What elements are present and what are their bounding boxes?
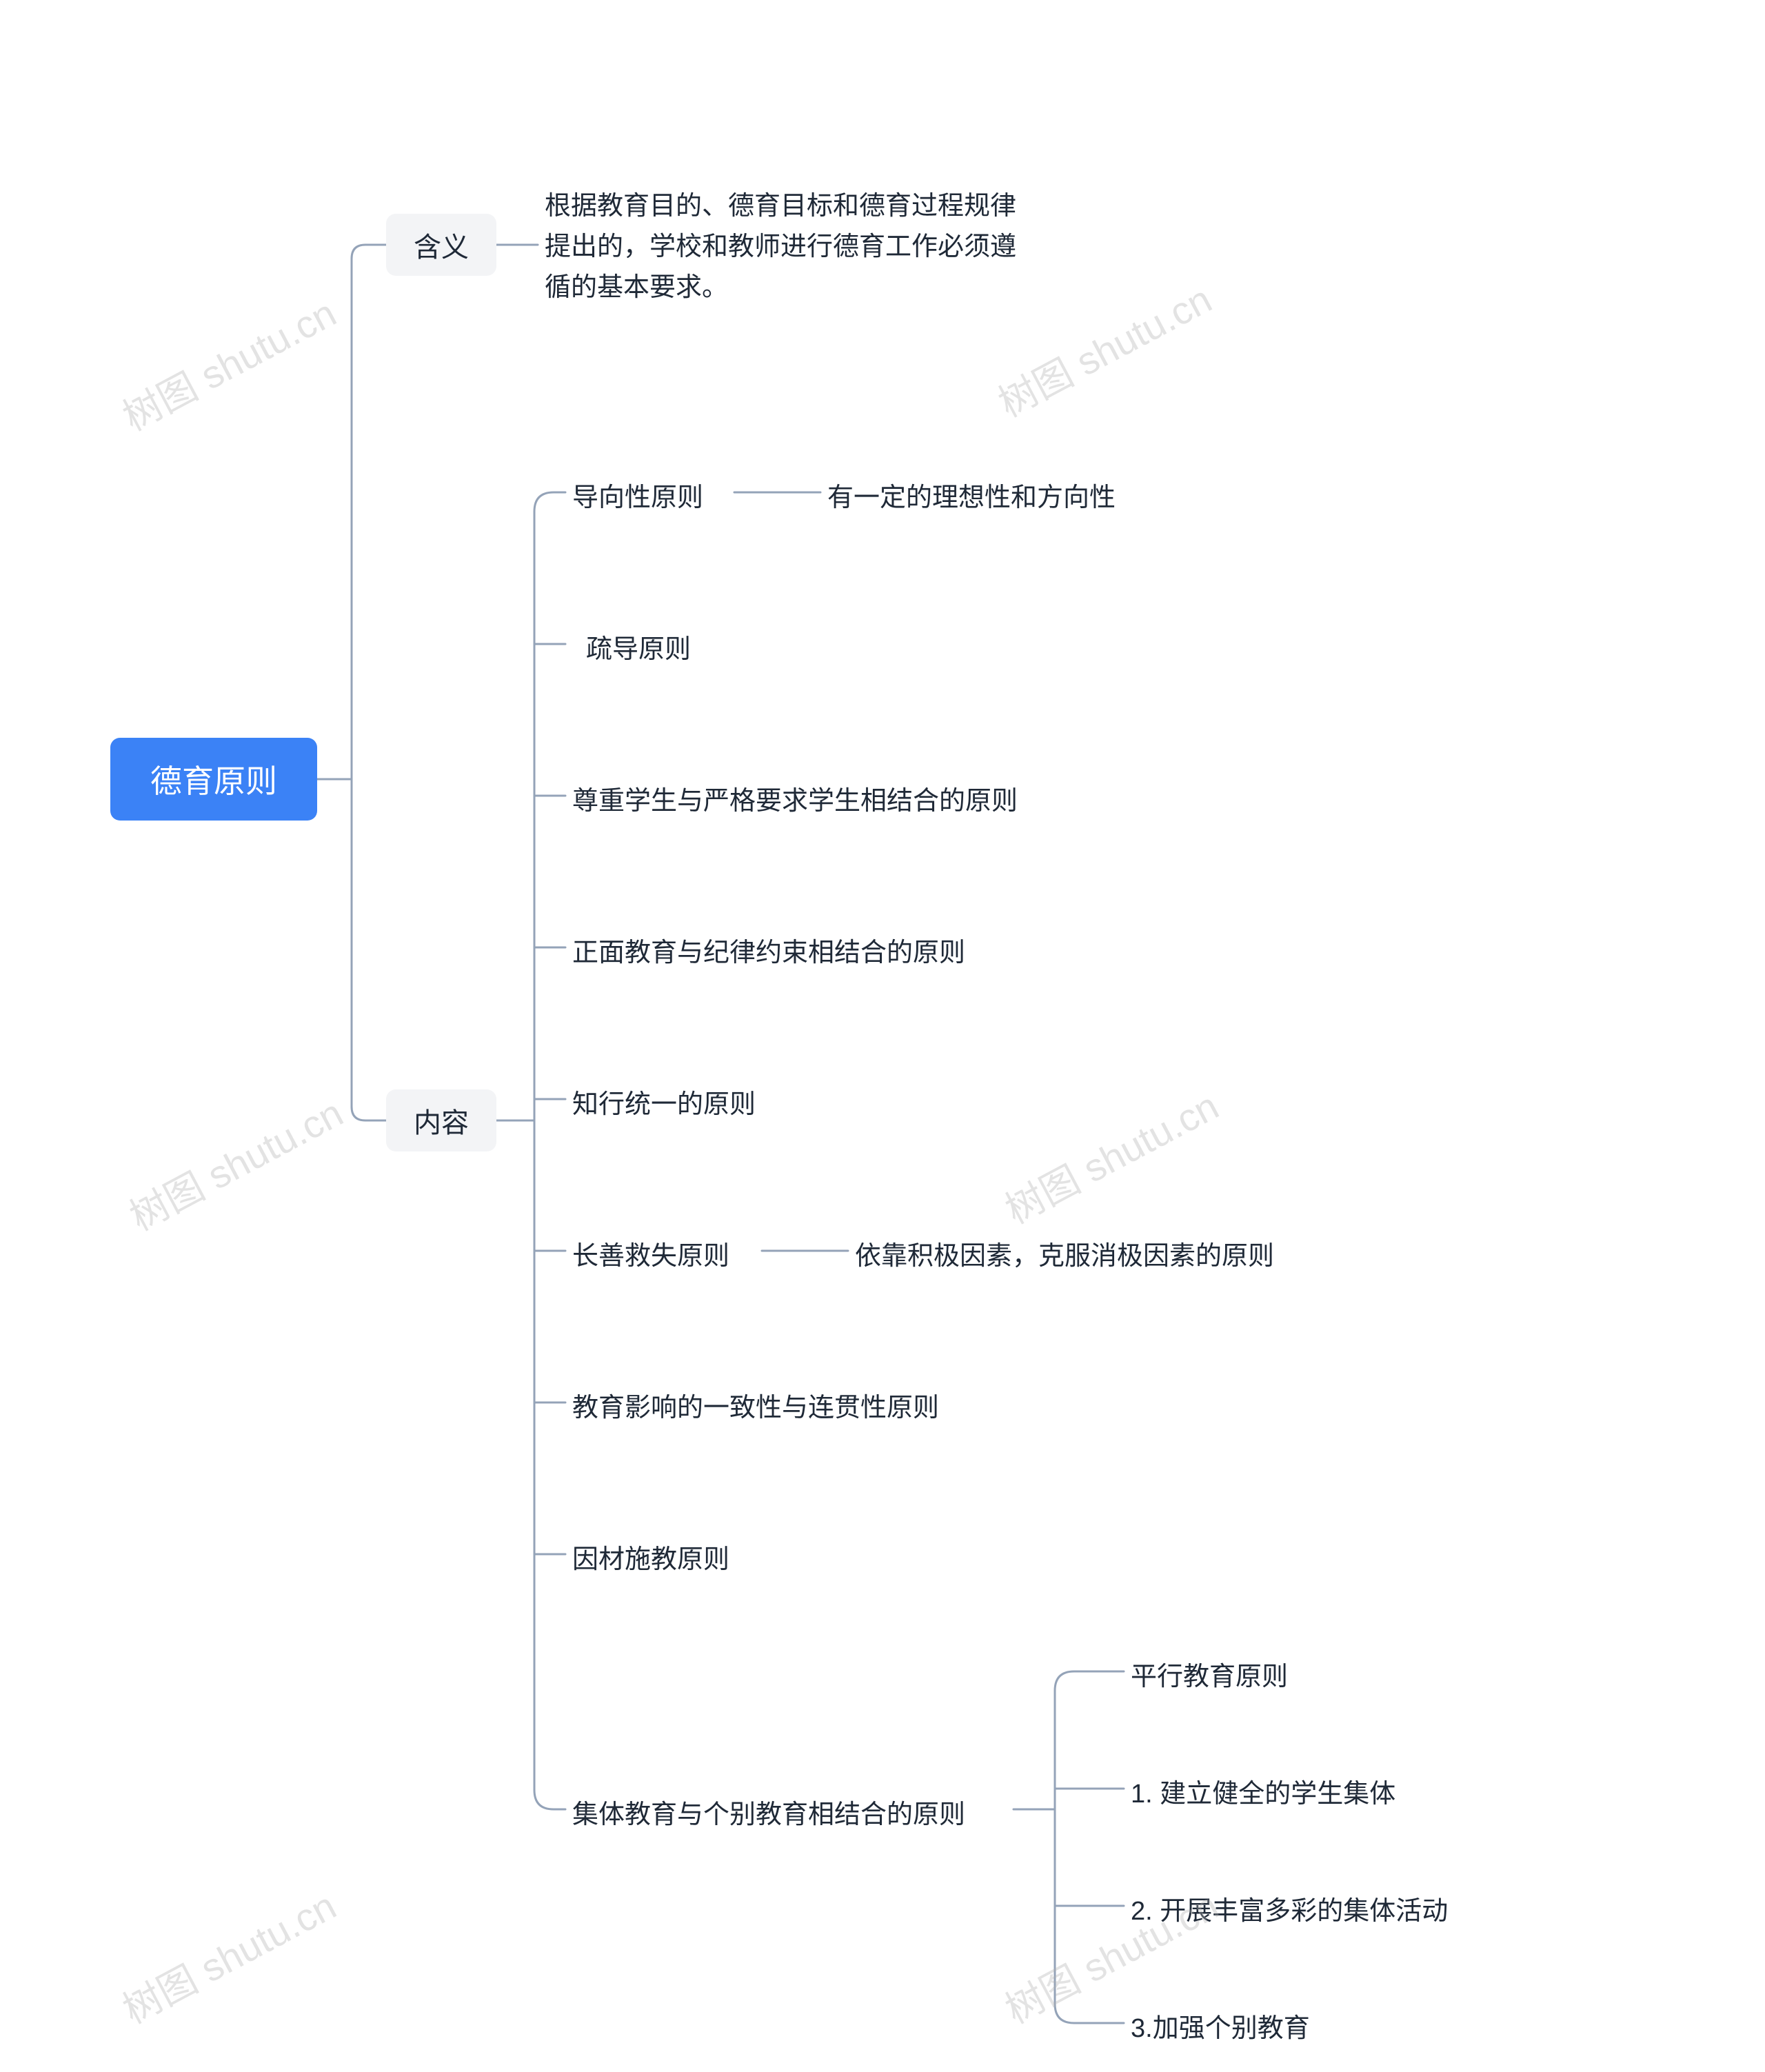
content-item-8: 集体教育与个别教育相结合的原则 [572,1793,965,1831]
branch-content: 内容 [386,1089,496,1151]
watermark: 树图 shutu.cn [112,1875,345,2035]
branch-meaning-desc: 根据教育目的、德育目标和德育过程规律提出的，学校和教师进行德育工作必须遵循的基本… [545,186,1041,308]
watermark: 树图 shutu.cn [112,283,345,442]
root-label: 德育原则 [150,756,277,802]
content-item-5-label: 长善救失原则 [572,1234,729,1272]
content-item-7: 因材施教原则 [572,1538,729,1576]
content-item-6-label: 教育影响的一致性与连贯性原则 [572,1386,939,1424]
content-item-2: 尊重学生与严格要求学生相结合的原则 [572,779,1018,817]
content-item-8-child-3-label: 3.加强个别教育 [1131,2006,1310,2044]
content-item-8-child-1-label: 1. 建立健全的学生集体 [1131,1772,1395,1810]
root-node: 德育原则 [110,738,317,821]
content-item-8-child-1: 1. 建立健全的学生集体 [1131,1772,1395,1810]
content-item-8-child-0: 平行教育原则 [1131,1655,1288,1693]
branch-meaning-desc-text: 根据教育目的、德育目标和德育过程规律提出的，学校和教师进行德育工作必须遵循的基本… [545,186,1041,308]
content-item-5-sub: 依靠积极因素，克服消极因素的原则 [855,1234,1274,1272]
content-item-0-label: 导向性原则 [572,476,703,514]
content-item-4: 知行统一的原则 [572,1083,756,1120]
content-item-7-label: 因材施教原则 [572,1538,729,1576]
content-item-8-child-3: 3.加强个别教育 [1131,2006,1310,2044]
branch-meaning: 含义 [386,214,496,276]
watermark: 树图 shutu.cn [994,1076,1227,1235]
content-item-5: 长善救失原则 [572,1234,729,1272]
content-item-1-label: 疏导原则 [586,627,691,665]
content-item-4-label: 知行统一的原则 [572,1083,756,1120]
connector-layer [0,0,1765,2072]
content-item-5-sub-label: 依靠积极因素，克服消极因素的原则 [855,1234,1274,1272]
content-item-0-sub-label: 有一定的理想性和方向性 [827,476,1116,514]
content-item-3-label: 正面教育与纪律约束相结合的原则 [572,931,965,969]
content-item-6: 教育影响的一致性与连贯性原则 [572,1386,939,1424]
branch-content-label: 内容 [414,1100,469,1140]
content-item-1: 疏导原则 [586,627,691,665]
watermark: 树图 shutu.cn [119,1083,352,1242]
content-item-0: 导向性原则 [572,476,703,514]
branch-meaning-label: 含义 [414,225,469,265]
content-item-2-label: 尊重学生与严格要求学生相结合的原则 [572,779,1018,817]
content-item-3: 正面教育与纪律约束相结合的原则 [572,931,965,969]
content-item-8-child-2-label: 2. 开展丰富多彩的集体活动 [1131,1889,1448,1927]
content-item-0-sub: 有一定的理想性和方向性 [827,476,1116,514]
content-item-8-label: 集体教育与个别教育相结合的原则 [572,1793,965,1831]
mindmap-canvas: 德育原则 含义 根据教育目的、德育目标和德育过程规律提出的，学校和教师进行德育工… [0,0,1765,2072]
content-item-8-child-0-label: 平行教育原则 [1131,1655,1288,1693]
content-item-8-child-2: 2. 开展丰富多彩的集体活动 [1131,1889,1448,1927]
